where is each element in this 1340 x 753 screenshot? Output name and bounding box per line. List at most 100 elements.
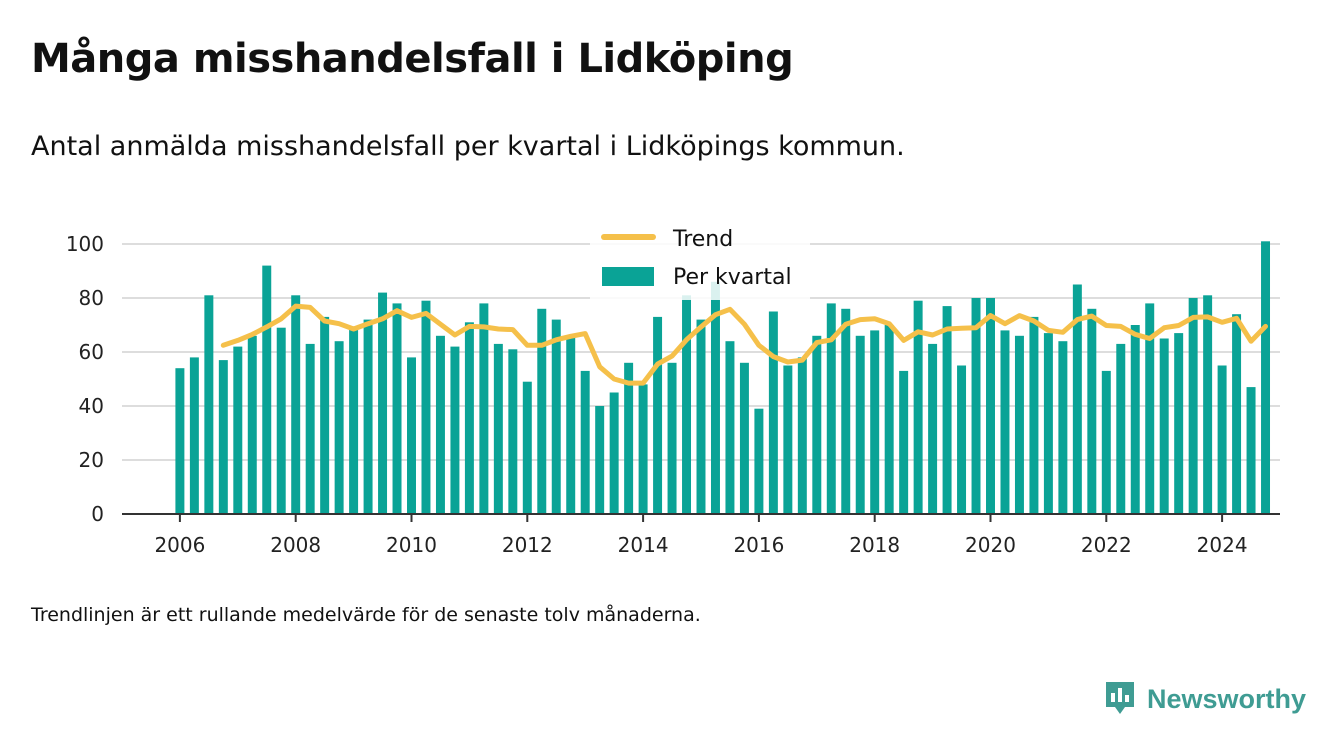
y-tick-label: 100 bbox=[66, 232, 104, 256]
bar bbox=[884, 325, 894, 514]
bar bbox=[334, 341, 344, 514]
bar bbox=[450, 346, 460, 514]
bar bbox=[797, 357, 807, 514]
x-tick-label: 2022 bbox=[1081, 533, 1132, 557]
bar bbox=[392, 303, 402, 514]
chart-bars bbox=[175, 241, 1271, 515]
bar bbox=[551, 319, 561, 514]
bar bbox=[479, 303, 489, 514]
bar bbox=[305, 343, 315, 514]
x-tick-label: 2020 bbox=[965, 533, 1016, 557]
brand: Newsworthy bbox=[1103, 680, 1306, 718]
x-tick-label: 2006 bbox=[154, 533, 205, 557]
bar bbox=[638, 384, 648, 514]
bar bbox=[710, 281, 720, 514]
legend-swatch-trend bbox=[601, 234, 656, 240]
bar bbox=[754, 408, 764, 514]
bar bbox=[870, 330, 880, 514]
bar bbox=[1101, 370, 1111, 514]
bar bbox=[247, 335, 257, 514]
bar bbox=[1145, 303, 1155, 514]
bar bbox=[1261, 241, 1271, 515]
bar bbox=[276, 327, 286, 514]
x-tick-label: 2012 bbox=[502, 533, 553, 557]
bar bbox=[262, 265, 272, 514]
bar bbox=[1000, 330, 1010, 514]
bar bbox=[624, 362, 634, 514]
bar bbox=[522, 381, 532, 514]
bar bbox=[566, 335, 576, 514]
bar bbox=[1174, 333, 1184, 514]
brand-name: Newsworthy bbox=[1146, 683, 1306, 714]
bar bbox=[1188, 298, 1198, 514]
bar bbox=[363, 319, 373, 514]
x-tick-label: 2024 bbox=[1197, 533, 1248, 557]
chart: 0 20 40 60 80 100 2006 2008 2010 2012 2014 2016 2018… bbox=[66, 222, 1280, 557]
bar bbox=[1217, 365, 1227, 514]
bar bbox=[1014, 335, 1024, 514]
footnote: Trendlinjen är ett rullande medelvärde f… bbox=[31, 604, 701, 626]
bar bbox=[407, 357, 416, 514]
page-title: Många misshandelsfall i Lidköping bbox=[31, 36, 794, 82]
bar bbox=[928, 343, 938, 514]
bar bbox=[1072, 284, 1082, 514]
bar bbox=[812, 335, 822, 514]
trend-line bbox=[220, 303, 1268, 386]
bar bbox=[667, 362, 677, 514]
bar bbox=[1058, 341, 1068, 514]
bar bbox=[1130, 325, 1140, 514]
bar bbox=[986, 298, 995, 514]
bar bbox=[1116, 343, 1126, 514]
legend-label-per-kvartal: Per kvartal bbox=[673, 265, 792, 290]
y-tick-label: 60 bbox=[79, 340, 104, 364]
bar bbox=[899, 370, 909, 514]
x-tick-label: 2010 bbox=[386, 533, 437, 557]
bar bbox=[653, 316, 663, 514]
bar bbox=[1246, 387, 1256, 514]
newsworthy-logo-icon bbox=[1105, 682, 1134, 714]
bar bbox=[233, 346, 243, 514]
bar bbox=[1159, 338, 1169, 514]
bar bbox=[725, 341, 735, 514]
x-tick-label: 2016 bbox=[733, 533, 784, 557]
bar bbox=[218, 360, 228, 514]
bar bbox=[175, 368, 185, 514]
bar bbox=[189, 357, 199, 514]
bar bbox=[841, 308, 851, 514]
bar bbox=[1203, 295, 1213, 514]
bar bbox=[537, 308, 547, 514]
chart-trend-line-group bbox=[220, 303, 1268, 386]
bar bbox=[783, 365, 793, 514]
bar bbox=[291, 295, 301, 514]
bar bbox=[696, 319, 706, 514]
x-tick-label: 2018 bbox=[849, 533, 900, 557]
bar bbox=[204, 295, 214, 514]
bar bbox=[378, 292, 388, 514]
bar bbox=[349, 327, 359, 514]
y-tick-label: 0 bbox=[91, 502, 104, 526]
page-subtitle: Antal anmälda misshandelsfall per kvarta… bbox=[31, 131, 905, 162]
bar bbox=[1087, 308, 1097, 514]
bar bbox=[942, 306, 952, 514]
bar bbox=[595, 406, 605, 514]
bar bbox=[855, 335, 865, 514]
bar bbox=[1232, 314, 1242, 514]
bar bbox=[971, 298, 981, 514]
bar bbox=[682, 295, 692, 514]
x-tick-label: 2008 bbox=[270, 533, 321, 557]
bar bbox=[320, 316, 330, 514]
y-tick-label: 40 bbox=[79, 394, 104, 418]
legend-swatch-per-kvartal bbox=[602, 267, 654, 286]
y-tick-label: 20 bbox=[79, 448, 104, 472]
bar bbox=[768, 311, 778, 514]
bar bbox=[826, 303, 836, 514]
bar bbox=[739, 362, 749, 514]
bar bbox=[421, 300, 431, 514]
bar bbox=[580, 370, 590, 514]
chart-axes: 0 20 40 60 80 100 2006 2008 2010 2012 2014 2016 2018… bbox=[66, 232, 1280, 557]
chart-legend: Trend Per kvartal bbox=[590, 222, 810, 300]
y-tick-label: 80 bbox=[79, 286, 104, 310]
bar bbox=[1029, 316, 1039, 514]
legend-label-trend: Trend bbox=[672, 227, 733, 252]
bar bbox=[609, 392, 619, 514]
